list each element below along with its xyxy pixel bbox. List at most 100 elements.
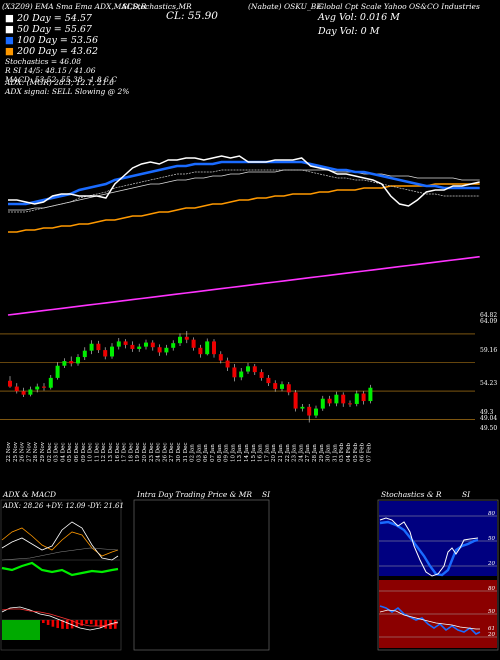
- intraday-panel-title: Intra Day Trading Price & MR: [137, 490, 253, 499]
- candle-body-23: [164, 347, 169, 353]
- stochastics-panel-title: Stochastics & R: [381, 490, 442, 499]
- price-label-0: 64.82: [480, 312, 497, 319]
- macd-bar-15: [114, 620, 117, 629]
- candle-body-28: [198, 347, 203, 355]
- adx-signal: ADX signal: SELL Slowing @ 2%: [5, 87, 130, 96]
- date-axis-labels: 22 Nov 25 Nov 26 Nov 27 Nov 28 Nov 29 Nov 02 D…: [6, 441, 372, 462]
- candle-body-35: [246, 366, 250, 372]
- date-label-43: 24 Jan: [298, 444, 304, 462]
- stochastics-mini-chart: [379, 501, 497, 577]
- long-term-line: [7, 255, 480, 316]
- candle-body-12: [89, 343, 94, 351]
- sma200-line: [8, 183, 480, 233]
- price-label-3: 54.23: [480, 380, 497, 387]
- date-label-12: 10 Dec: [88, 443, 94, 463]
- candle-body-39: [273, 383, 278, 389]
- date-label-5: 29 Nov: [40, 441, 46, 462]
- date-label-48: 31 Jan: [332, 444, 338, 462]
- date-label-42: 23 Jan: [292, 444, 298, 462]
- price-label-1: 64.09: [480, 318, 497, 325]
- date-label-19: 19 Dec: [135, 443, 141, 463]
- candle-body-8: [62, 361, 67, 366]
- macd-mini-chart: [1, 606, 120, 640]
- date-label-15: 13 Dec: [108, 443, 114, 463]
- ema-line: [8, 155, 480, 207]
- legend-macd: MACD: 53.52, 55.38, -1.8 6 C: [5, 75, 117, 84]
- date-label-1: 25 Nov: [13, 441, 19, 462]
- sma50-line: [8, 160, 480, 206]
- candle-body-29: [205, 341, 210, 355]
- stoch-level-50: 50: [488, 536, 495, 542]
- rsi-mini-chart: [379, 580, 497, 648]
- candle-body-26: [184, 336, 189, 340]
- macd-bar-0: [42, 620, 45, 623]
- date-label-45: 28 Jan: [312, 444, 318, 462]
- date-label-32: 09 Jan: [224, 444, 230, 462]
- candle-body-17: [123, 341, 128, 345]
- date-label-6: 02 Dec: [47, 443, 53, 463]
- date-label-29: 06 Jan: [203, 444, 209, 462]
- date-label-24: 27 Dec: [169, 443, 175, 463]
- date-label-52: 06 Feb: [360, 442, 366, 462]
- date-label-37: 16 Jan: [258, 444, 264, 462]
- legend-rsi: R SI 14/5: 48.15 / 41.06: [5, 66, 96, 75]
- macd-bar-2: [51, 620, 55, 627]
- macd-bar-5: [66, 620, 69, 629]
- stoch-level-80: 80: [488, 511, 495, 517]
- date-label-0: 22 Nov: [6, 441, 12, 462]
- candle-body-25: [178, 336, 182, 344]
- macd-bar-10: [90, 620, 93, 625]
- candle-body-53: [368, 387, 373, 402]
- date-label-4: 28 Nov: [33, 441, 39, 462]
- candle-body-1: [14, 386, 19, 392]
- candle-body-11: [82, 350, 87, 358]
- legend-50-day: ■ 50 Day = 55.67: [5, 24, 92, 35]
- date-label-13: 11 Dec: [94, 443, 100, 463]
- moving-average-lines: [7, 155, 480, 316]
- candle-body-47: [327, 398, 332, 404]
- candle-body-30: [212, 341, 216, 355]
- price-gridlines: [0, 333, 475, 420]
- date-label-34: 13 Jan: [237, 444, 243, 462]
- stochastics-panel-si: SI: [462, 490, 471, 499]
- candle-body-40: [280, 384, 284, 389]
- candle-body-20: [144, 342, 148, 347]
- date-label-27: 02 Jan: [190, 444, 196, 462]
- sma100-outer-line: [8, 169, 480, 211]
- date-label-11: 09 Dec: [81, 443, 87, 463]
- candle-body-44: [307, 406, 312, 416]
- date-label-9: 05 Dec: [67, 443, 73, 463]
- rsi-level-80: 80: [488, 586, 495, 592]
- header-indicators: (X3Z09) EMA Sma Ema ADX,MACD,R: [2, 2, 147, 11]
- ma-legend: ■ 20 Day = 54.57 ■ 50 Day = 55.67 ■ 100 …: [5, 13, 117, 84]
- macd-bar-12: [99, 620, 103, 628]
- candle-body-48: [334, 394, 339, 404]
- candle-body-34: [239, 371, 244, 378]
- date-label-46: 29 Jan: [319, 444, 325, 462]
- candle-body-15: [110, 346, 114, 357]
- candle-body-36: [252, 366, 257, 373]
- legend-100-day: ■ 100 Day = 53.56: [5, 35, 99, 46]
- rsi-last-value: 61: [488, 626, 495, 632]
- date-label-47: 30 Jan: [326, 444, 332, 462]
- candle-body-37: [259, 372, 264, 378]
- price-label-4: 49.3: [480, 409, 494, 416]
- candle-body-49: [341, 394, 346, 404]
- macd-bar-6: [70, 620, 74, 629]
- stoch-level-20: 20: [488, 561, 495, 567]
- price-label-6: 49.50: [480, 425, 497, 432]
- candle-body-0: [8, 380, 12, 387]
- date-label-53: 07 Feb: [366, 442, 372, 462]
- date-label-3: 27 Nov: [26, 441, 32, 462]
- date-label-44: 27 Jan: [305, 444, 311, 462]
- date-label-7: 03 Dec: [54, 443, 60, 463]
- macd-bar-1: [46, 620, 50, 625]
- date-label-39: 20 Jan: [271, 444, 277, 462]
- candle-body-6: [48, 377, 53, 388]
- date-label-14: 12 Dec: [101, 443, 107, 463]
- date-label-23: 26 Dec: [162, 443, 168, 463]
- ticker-symbol: (Nabate) OSKU_BE: [248, 2, 322, 11]
- header-indicators-cont: SI,Stochastics,MR: [122, 2, 192, 11]
